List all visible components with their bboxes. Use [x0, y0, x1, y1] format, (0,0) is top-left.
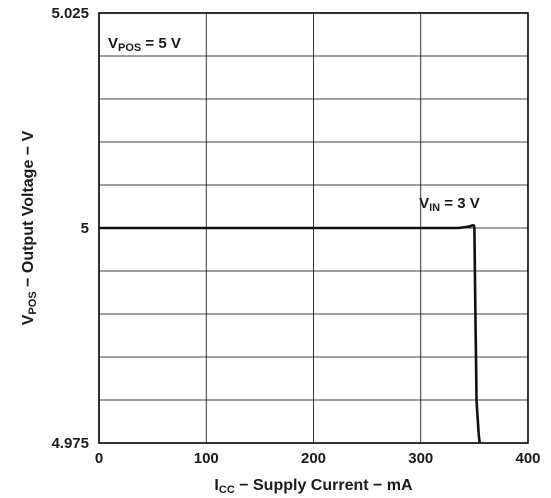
y-axis-title: VPOS − Output Voltage − V	[20, 130, 39, 325]
x-tick-label: 300	[408, 450, 433, 467]
x-axis-title: ICC − Supply Current − mA	[214, 477, 413, 496]
y-tick-label: 5.025	[51, 5, 89, 22]
x-tick-label: 400	[515, 450, 540, 467]
series-layer	[99, 224, 481, 444]
y-tick-label: 5	[81, 220, 89, 237]
annotation-vin: VIN = 3 V	[419, 195, 480, 214]
annotations: VPOS = 5 V VIN = 3 V	[108, 35, 480, 214]
x-tick-label: 100	[194, 450, 219, 467]
annotation-vpos: VPOS = 5 V	[108, 35, 181, 54]
series-line-0	[99, 224, 481, 444]
y-tick-label: 4.975	[51, 435, 89, 452]
x-tick-label: 0	[95, 450, 103, 467]
x-tick-label: 200	[301, 450, 326, 467]
axis-titles: ICC − Supply Current − mA VPOS − Output V…	[20, 130, 413, 496]
tick-labels: 0 100 200 300 400 4.975 5 5.025	[51, 5, 540, 467]
